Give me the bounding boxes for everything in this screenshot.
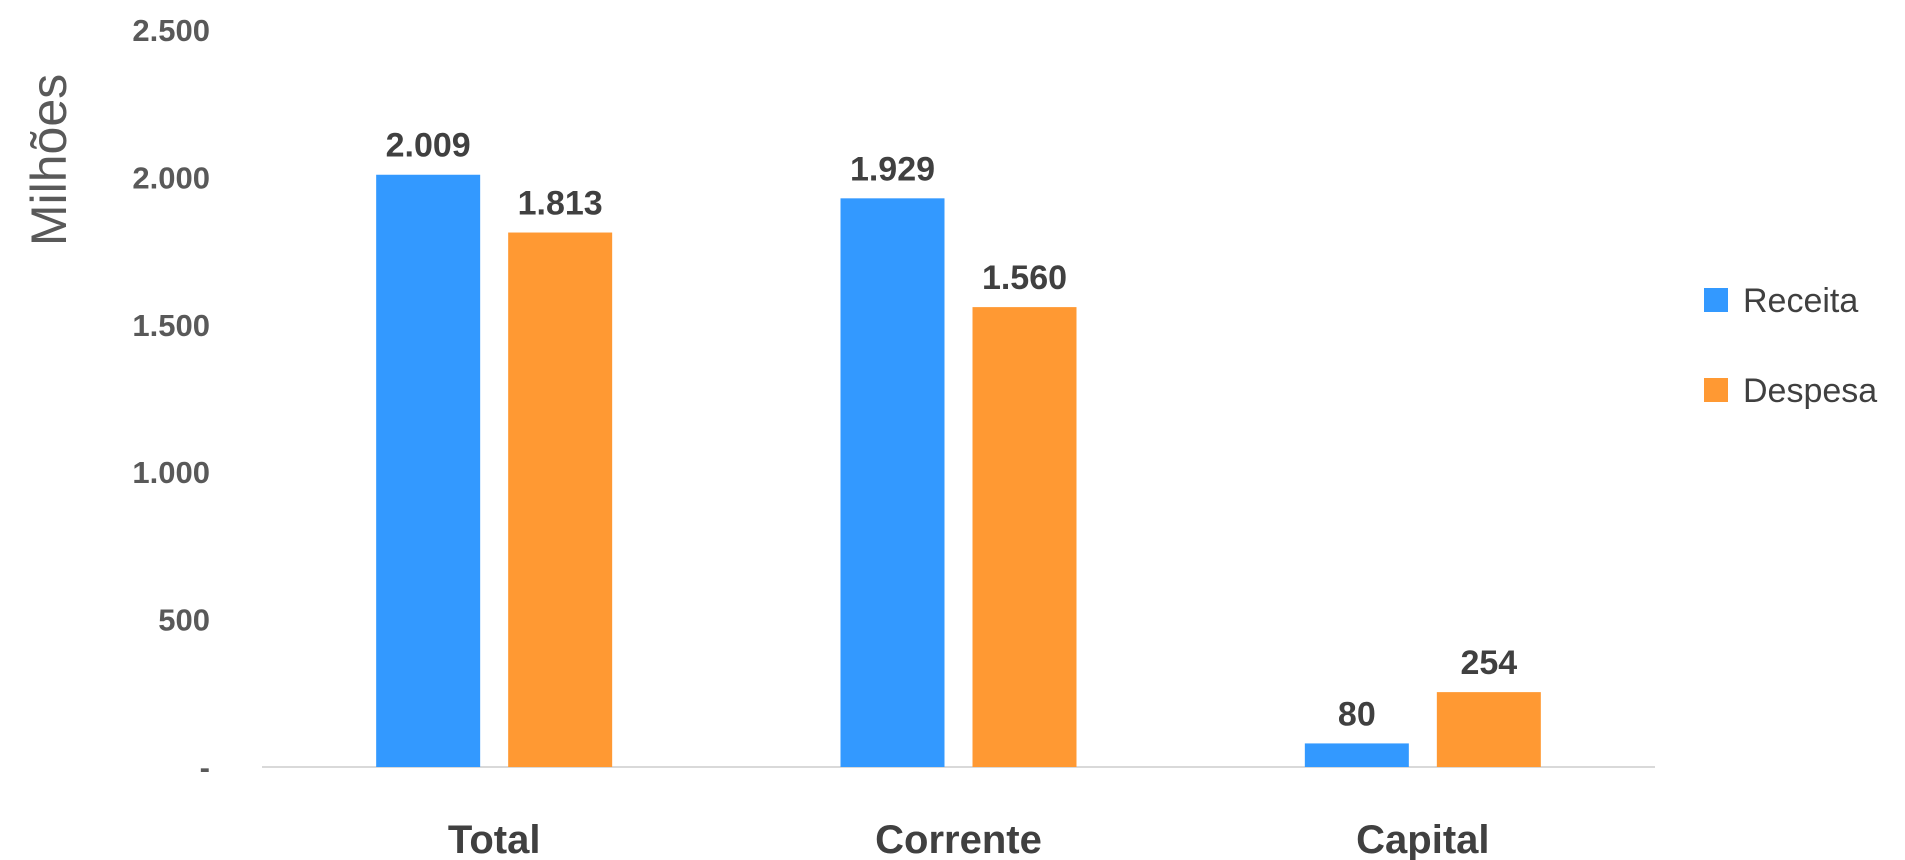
legend-label-receita: Receita (1743, 282, 1858, 320)
x-category-label: Corrente (875, 818, 1042, 860)
bar-receita-corrente (840, 198, 945, 767)
data-label: 1.929 (850, 150, 935, 188)
y-tick-label: 2.000 (132, 160, 210, 195)
data-label: 2.009 (386, 127, 471, 165)
category-labels-group: Total Corrente Capital (448, 818, 1490, 860)
data-label: 1.813 (518, 185, 603, 223)
y-tick-label: 1.500 (132, 308, 210, 343)
y-axis-label: Milhões (21, 74, 77, 246)
data-label: 1.560 (982, 259, 1067, 297)
legend-label-despesa: Despesa (1743, 372, 1877, 410)
bar-receita-capital (1304, 743, 1409, 767)
data-labels-group: 2.009 1.813 1.929 1.560 80 254 (386, 127, 1518, 734)
y-axis-ticks: - 500 1.000 1.500 2.000 2.500 (132, 13, 210, 785)
legend-swatch-receita (1704, 288, 1728, 312)
x-category-label: Capital (1356, 818, 1489, 860)
legend: Receita Despesa (1704, 282, 1877, 410)
legend-swatch-despesa (1704, 378, 1728, 402)
bars-group (376, 174, 1541, 768)
bar-despesa-corrente (972, 307, 1077, 767)
y-tick-label: 2.500 (132, 13, 210, 48)
y-tick-label: 1.000 (132, 455, 210, 490)
y-tick-label: - (200, 750, 210, 785)
bar-receita-total (376, 174, 481, 767)
x-category-label: Total (448, 818, 541, 860)
data-label: 254 (1460, 644, 1517, 682)
y-tick-label: 500 (158, 603, 210, 638)
bar-despesa-capital (1436, 692, 1541, 767)
bar-despesa-total (508, 232, 613, 768)
data-label: 80 (1338, 695, 1376, 733)
